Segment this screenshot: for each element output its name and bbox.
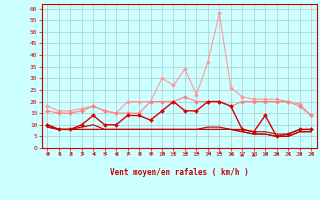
- X-axis label: Vent moyen/en rafales ( km/h ): Vent moyen/en rafales ( km/h ): [110, 168, 249, 177]
